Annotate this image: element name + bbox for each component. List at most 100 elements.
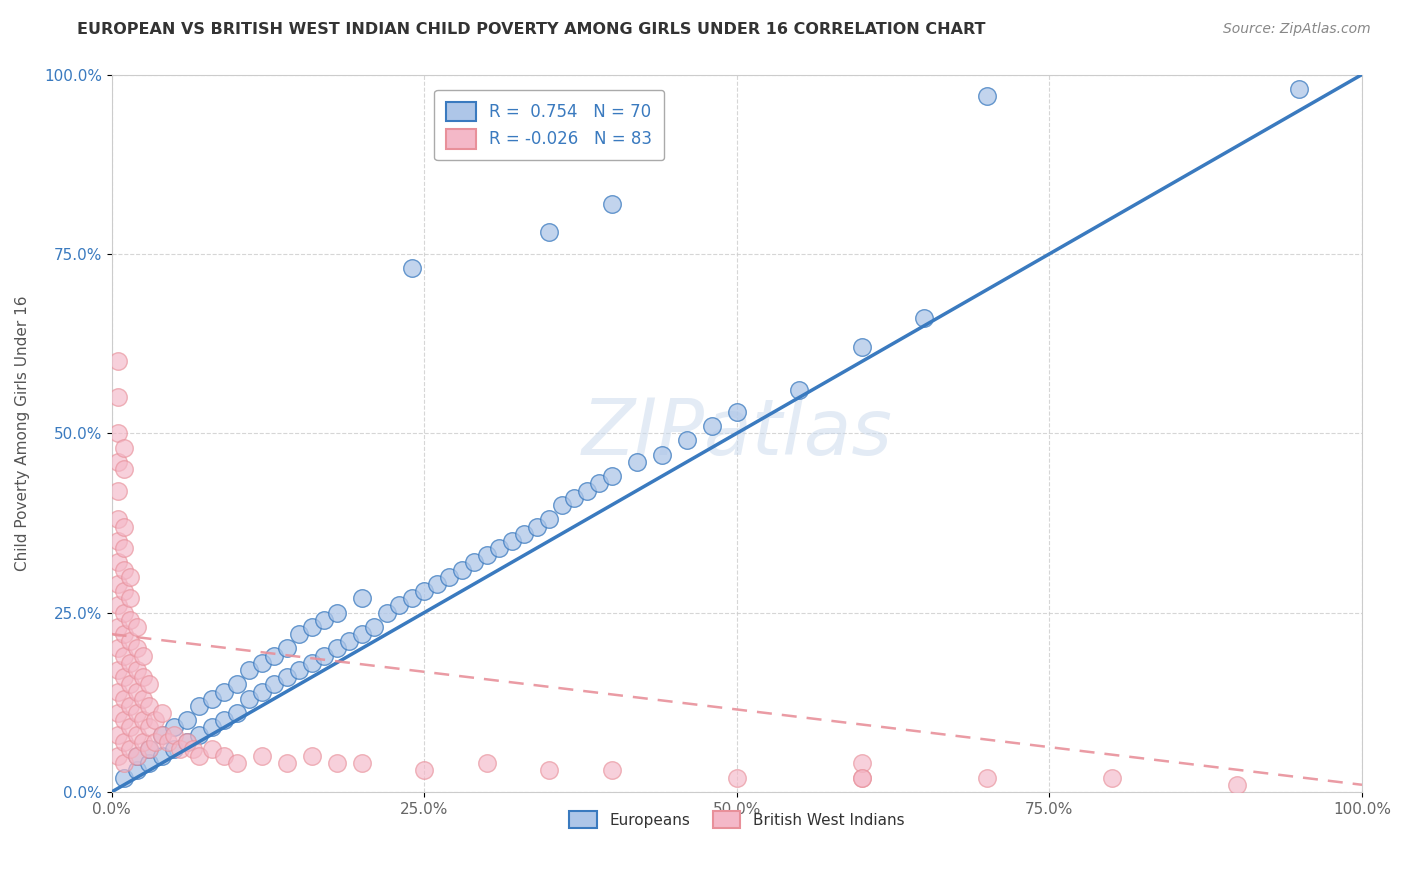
Point: [314, 648, 336, 663]
Point: [912, 311, 935, 326]
Point: [120, 677, 142, 691]
Point: [789, 383, 811, 397]
Point: [112, 584, 135, 599]
Point: [551, 498, 574, 512]
Point: [138, 720, 160, 734]
Point: [388, 599, 411, 613]
Point: [851, 340, 873, 354]
Point: [225, 706, 247, 720]
Point: [538, 764, 561, 778]
Point: [276, 641, 298, 656]
Point: [263, 648, 285, 663]
Point: [163, 728, 186, 742]
Point: [107, 354, 129, 368]
Point: [238, 663, 260, 677]
Point: [120, 656, 142, 670]
Point: [156, 735, 179, 749]
Point: [238, 691, 260, 706]
Text: ZIPatlas: ZIPatlas: [581, 395, 893, 471]
Point: [112, 563, 135, 577]
Point: [375, 606, 398, 620]
Point: [107, 483, 129, 498]
Point: [501, 533, 523, 548]
Point: [700, 419, 723, 434]
Point: [250, 749, 273, 764]
Point: [132, 670, 155, 684]
Point: [475, 756, 498, 771]
Point: [851, 756, 873, 771]
Point: [125, 749, 148, 764]
Point: [1288, 82, 1310, 96]
Point: [132, 713, 155, 727]
Point: [107, 512, 129, 526]
Point: [125, 663, 148, 677]
Point: [145, 735, 167, 749]
Point: [107, 620, 129, 634]
Point: [107, 749, 129, 764]
Point: [976, 89, 998, 103]
Point: [301, 656, 323, 670]
Point: [475, 548, 498, 562]
Point: [112, 606, 135, 620]
Point: [225, 677, 247, 691]
Point: [363, 620, 385, 634]
Point: [112, 713, 135, 727]
Point: [112, 441, 135, 455]
Point: [188, 749, 211, 764]
Point: [575, 483, 598, 498]
Point: [188, 698, 211, 713]
Point: [250, 656, 273, 670]
Point: [263, 677, 285, 691]
Point: [107, 706, 129, 720]
Point: [651, 448, 673, 462]
Point: [112, 541, 135, 555]
Point: [450, 563, 472, 577]
Point: [851, 771, 873, 785]
Point: [176, 735, 198, 749]
Point: [725, 771, 748, 785]
Point: [288, 663, 311, 677]
Point: [150, 728, 173, 742]
Point: [107, 663, 129, 677]
Point: [976, 771, 998, 785]
Point: [125, 620, 148, 634]
Point: [851, 771, 873, 785]
Point: [112, 519, 135, 533]
Point: [132, 691, 155, 706]
Point: [163, 720, 186, 734]
Point: [120, 613, 142, 627]
Point: [600, 196, 623, 211]
Point: [562, 491, 585, 505]
Point: [120, 720, 142, 734]
Point: [413, 584, 436, 599]
Point: [107, 728, 129, 742]
Point: [288, 627, 311, 641]
Point: [225, 756, 247, 771]
Point: [325, 606, 347, 620]
Point: [120, 570, 142, 584]
Point: [132, 648, 155, 663]
Point: [1101, 771, 1123, 785]
Point: [325, 756, 347, 771]
Legend: Europeans, British West Indians: Europeans, British West Indians: [564, 805, 910, 835]
Point: [125, 764, 148, 778]
Point: [112, 627, 135, 641]
Point: [176, 735, 198, 749]
Point: [538, 225, 561, 239]
Point: [125, 684, 148, 698]
Point: [138, 742, 160, 756]
Point: [138, 698, 160, 713]
Point: [314, 613, 336, 627]
Point: [112, 756, 135, 771]
Text: Source: ZipAtlas.com: Source: ZipAtlas.com: [1223, 22, 1371, 37]
Text: EUROPEAN VS BRITISH WEST INDIAN CHILD POVERTY AMONG GIRLS UNDER 16 CORRELATION C: EUROPEAN VS BRITISH WEST INDIAN CHILD PO…: [77, 22, 986, 37]
Point: [132, 735, 155, 749]
Point: [600, 469, 623, 483]
Point: [138, 742, 160, 756]
Point: [176, 713, 198, 727]
Point: [145, 713, 167, 727]
Point: [112, 462, 135, 476]
Point: [1226, 778, 1249, 792]
Point: [350, 756, 373, 771]
Point: [107, 577, 129, 591]
